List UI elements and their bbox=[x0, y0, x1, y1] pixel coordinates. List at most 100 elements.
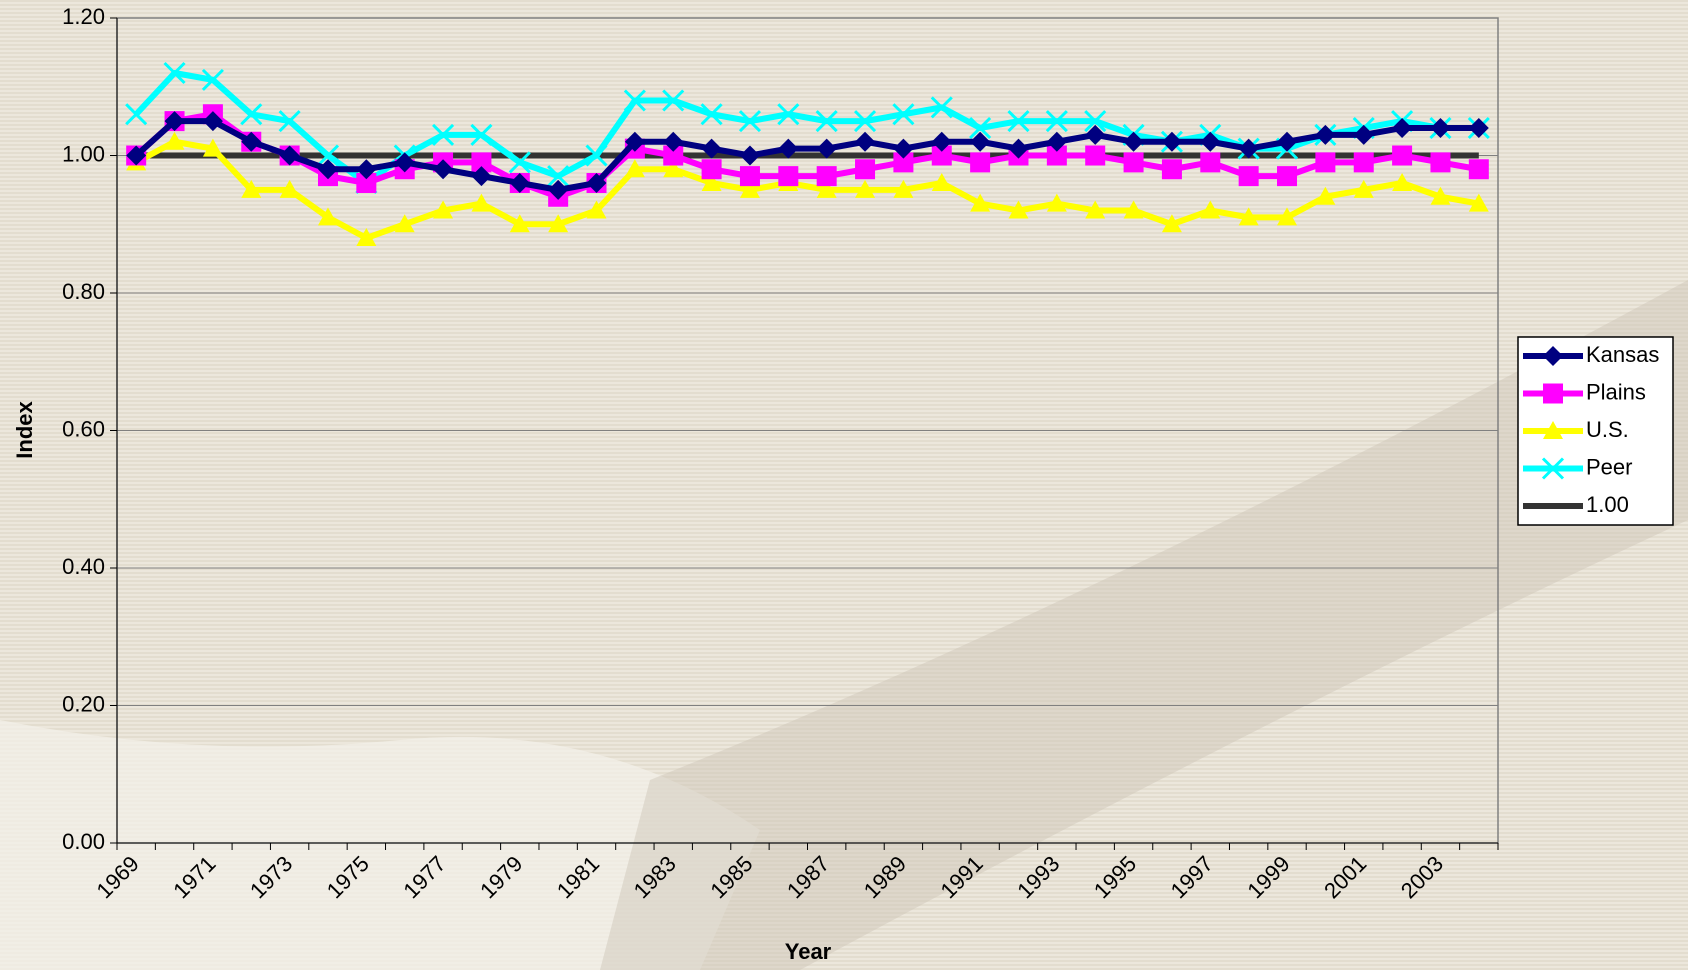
marker bbox=[1123, 152, 1144, 173]
marker bbox=[778, 166, 799, 187]
marker bbox=[509, 214, 530, 233]
marker bbox=[317, 207, 338, 226]
marker bbox=[1085, 124, 1106, 145]
marker bbox=[394, 214, 415, 233]
y-tick-label: 1.00 bbox=[62, 141, 105, 166]
marker bbox=[1315, 152, 1336, 173]
marker bbox=[1085, 200, 1106, 219]
marker bbox=[1007, 110, 1030, 133]
marker bbox=[1161, 131, 1182, 152]
marker bbox=[1045, 110, 1068, 133]
marker bbox=[970, 152, 991, 173]
marker bbox=[970, 193, 991, 212]
marker bbox=[855, 131, 876, 152]
marker bbox=[1430, 152, 1451, 173]
marker bbox=[701, 138, 722, 159]
marker bbox=[241, 179, 262, 198]
marker bbox=[1468, 118, 1489, 138]
bg-shape bbox=[600, 280, 1688, 970]
marker bbox=[1543, 346, 1563, 366]
marker bbox=[777, 103, 800, 126]
legend-label: 1.00 bbox=[1586, 492, 1629, 517]
marker bbox=[663, 145, 684, 166]
marker bbox=[202, 138, 223, 157]
marker bbox=[1353, 152, 1374, 173]
marker bbox=[471, 152, 492, 173]
series-line bbox=[134, 138, 1480, 241]
marker bbox=[471, 193, 492, 212]
y-tick-label: 0.40 bbox=[62, 554, 105, 579]
marker bbox=[548, 214, 569, 233]
marker bbox=[816, 138, 837, 159]
marker bbox=[816, 166, 837, 187]
marker bbox=[969, 116, 992, 140]
marker bbox=[1315, 124, 1336, 145]
marker bbox=[931, 131, 952, 152]
marker bbox=[201, 68, 224, 91]
marker bbox=[892, 103, 915, 126]
marker bbox=[1541, 457, 1565, 480]
legend-label: Peer bbox=[1586, 454, 1632, 479]
y-tick-label: 0.60 bbox=[62, 416, 105, 441]
marker bbox=[125, 103, 148, 126]
marker bbox=[394, 152, 415, 173]
marker bbox=[509, 173, 530, 193]
marker bbox=[279, 145, 300, 166]
marker bbox=[1277, 207, 1298, 226]
legend-label: Kansas bbox=[1586, 342, 1659, 367]
marker bbox=[701, 159, 722, 180]
legend-label: U.S. bbox=[1586, 417, 1629, 442]
marker bbox=[931, 145, 952, 166]
marker bbox=[662, 89, 685, 112]
marker bbox=[663, 159, 684, 178]
marker bbox=[624, 159, 645, 178]
bg-shape bbox=[0, 720, 760, 970]
marker bbox=[1468, 159, 1489, 180]
marker bbox=[855, 159, 876, 180]
marker bbox=[432, 123, 455, 146]
y-tick-label: 0.20 bbox=[62, 691, 105, 716]
marker bbox=[1161, 159, 1182, 180]
marker bbox=[356, 159, 377, 180]
marker bbox=[1123, 200, 1144, 219]
marker bbox=[164, 111, 185, 132]
y-tick-label: 1.20 bbox=[62, 4, 105, 29]
marker bbox=[1543, 383, 1563, 404]
marker bbox=[816, 179, 837, 198]
marker bbox=[739, 179, 760, 198]
marker bbox=[930, 96, 953, 119]
marker bbox=[1085, 145, 1106, 166]
legend bbox=[1517, 336, 1674, 526]
marker bbox=[853, 110, 877, 133]
marker bbox=[893, 179, 914, 198]
marker bbox=[893, 138, 914, 159]
marker bbox=[356, 173, 377, 193]
marker bbox=[1353, 179, 1374, 198]
marker bbox=[164, 131, 185, 150]
marker bbox=[739, 166, 760, 187]
marker bbox=[163, 61, 186, 85]
marker bbox=[1123, 131, 1144, 152]
marker bbox=[1277, 166, 1298, 187]
marker bbox=[1200, 200, 1221, 219]
marker bbox=[316, 144, 340, 167]
marker bbox=[508, 151, 531, 174]
marker bbox=[815, 110, 838, 133]
marker bbox=[1392, 173, 1413, 191]
marker bbox=[240, 103, 263, 126]
marker bbox=[547, 165, 570, 188]
marker bbox=[1430, 186, 1451, 205]
marker bbox=[1084, 110, 1107, 133]
marker bbox=[1161, 214, 1182, 233]
marker bbox=[1200, 131, 1221, 152]
y-axis-label: Index bbox=[12, 401, 37, 459]
marker bbox=[548, 179, 569, 200]
marker bbox=[1238, 166, 1259, 187]
marker bbox=[624, 131, 645, 152]
marker bbox=[433, 159, 454, 180]
marker bbox=[1238, 138, 1259, 159]
marker bbox=[1238, 207, 1259, 226]
marker bbox=[356, 228, 377, 246]
marker bbox=[278, 110, 301, 133]
marker bbox=[931, 173, 952, 191]
